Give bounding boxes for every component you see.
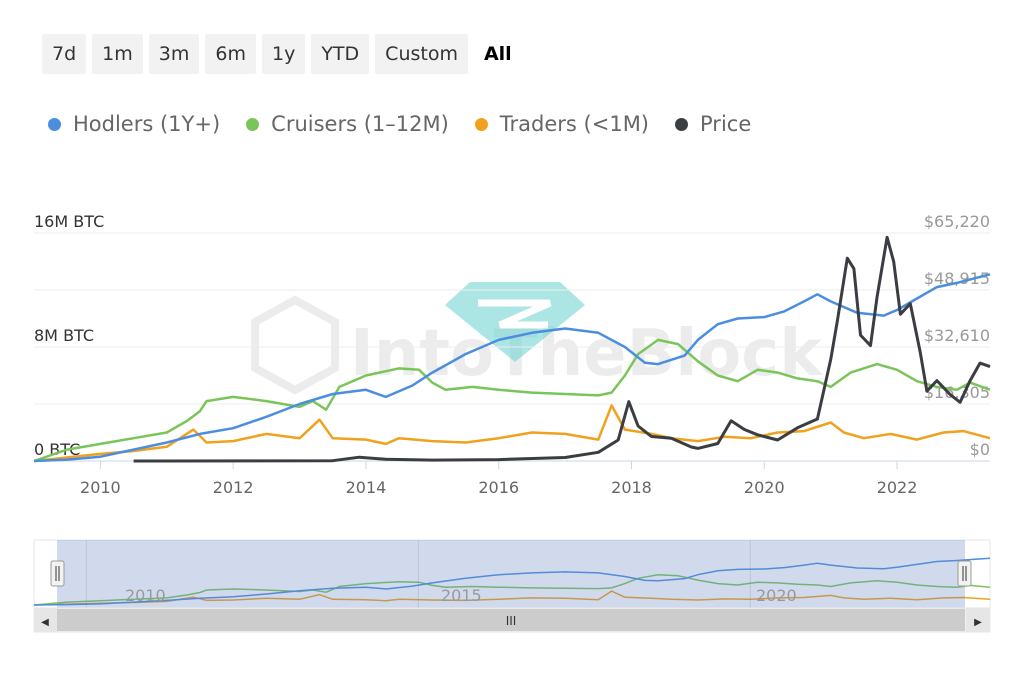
y-left-tick-label: 8M BTC [34, 326, 94, 345]
y-right-tick-label: $0 [970, 440, 990, 459]
legend-dot-hodlers [48, 117, 61, 131]
x-tick-label: 2010 [80, 478, 121, 497]
legend-dot-cruisers [246, 117, 260, 131]
navigator-tick-2010: 2010 [125, 586, 166, 605]
range-ytd-button[interactable]: YTD [311, 34, 370, 74]
x-tick-label: 2012 [213, 478, 254, 497]
series-line-hodlers[interactable] [33, 273, 991, 463]
y-right-tick-label: $48,915 [924, 269, 990, 288]
x-tick-label: 2016 [478, 478, 519, 497]
range-3m-button[interactable]: 3m [148, 34, 200, 74]
navigator: 2010 2015 2020 [33, 539, 991, 609]
scrollbar: III ◀ ▶ [33, 607, 991, 633]
series-line-price[interactable] [133, 235, 991, 463]
legend-item-hodlers[interactable]: Hodlers (1Y+) [48, 112, 220, 136]
navigator-line-traders [33, 590, 991, 606]
legend-label-hodlers: Hodlers (1Y+) [73, 112, 221, 136]
range-7d-button[interactable]: 7d [42, 34, 87, 74]
legend-dot-price [675, 117, 689, 131]
y-left-tick-label: 16M BTC [34, 212, 104, 231]
scrollbar-grip-icon: III [506, 614, 517, 628]
y-axis-left: 0 BTC 8M BTC 16M BTC [34, 212, 104, 459]
legend-label-cruisers: Cruisers (1–12M) [271, 112, 449, 136]
y-right-tick-label: $65,220 [924, 212, 990, 231]
x-axis: 2010 2012 2014 2016 2018 2020 2022 [80, 461, 917, 497]
navigator-tick-2020: 2020 [756, 586, 797, 605]
x-tick-label: 2018 [611, 478, 652, 497]
navigator-right-handle[interactable] [957, 560, 972, 587]
legend-dot-traders [474, 117, 488, 131]
range-custom-button[interactable]: Custom [375, 34, 468, 74]
scroll-right-arrow-icon: ▶ [974, 617, 982, 628]
y-left-tick-label: 0 BTC [34, 440, 80, 459]
range-1m-button[interactable]: 1m [92, 34, 143, 74]
x-tick-label: 2022 [877, 478, 918, 497]
range-all-button[interactable]: All [474, 34, 522, 74]
navigator-mask[interactable] [57, 540, 965, 608]
y-right-tick-label: $32,610 [924, 326, 990, 345]
y-axis-right: $0$16,305$32,610$48,915$65,220 [924, 212, 990, 459]
legend-item-cruisers[interactable]: Cruisers (1–12M) [246, 112, 449, 136]
watermark-gem-icon [445, 282, 585, 362]
chart-legend: Hodlers (1Y+) Cruisers (1–12M) Traders (… [48, 112, 751, 136]
navigator-grid [85, 540, 751, 608]
legend-label-traders: Traders (<1M) [499, 112, 650, 136]
legend-label-price: Price [700, 112, 752, 136]
scrollbar-thumb[interactable] [57, 609, 965, 631]
legend-item-traders[interactable]: Traders (<1M) [474, 112, 650, 136]
chart-series [33, 235, 991, 463]
scroll-right-button[interactable] [966, 608, 990, 632]
range-6m-button[interactable]: 6m [205, 34, 256, 74]
x-tick-label: 2020 [744, 478, 785, 497]
watermark-hex-icon [251, 295, 339, 395]
navigator-tick-2015: 2015 [441, 586, 482, 605]
scroll-left-arrow-icon: ◀ [41, 617, 49, 628]
range-1y-button[interactable]: 1y [261, 34, 306, 74]
navigator-left-handle[interactable] [50, 560, 65, 587]
series-line-traders[interactable] [33, 404, 991, 463]
range-selector: 7d 1m 3m 6m 1y YTD Custom All [42, 34, 522, 74]
legend-item-price[interactable]: Price [675, 112, 751, 136]
series-line-cruisers[interactable] [33, 338, 991, 463]
navigator-line-hodlers [33, 557, 991, 606]
scroll-left-button[interactable] [34, 608, 57, 632]
navigator-series [33, 557, 991, 606]
navigator-line-cruisers [33, 573, 991, 606]
x-tick-label: 2014 [346, 478, 387, 497]
